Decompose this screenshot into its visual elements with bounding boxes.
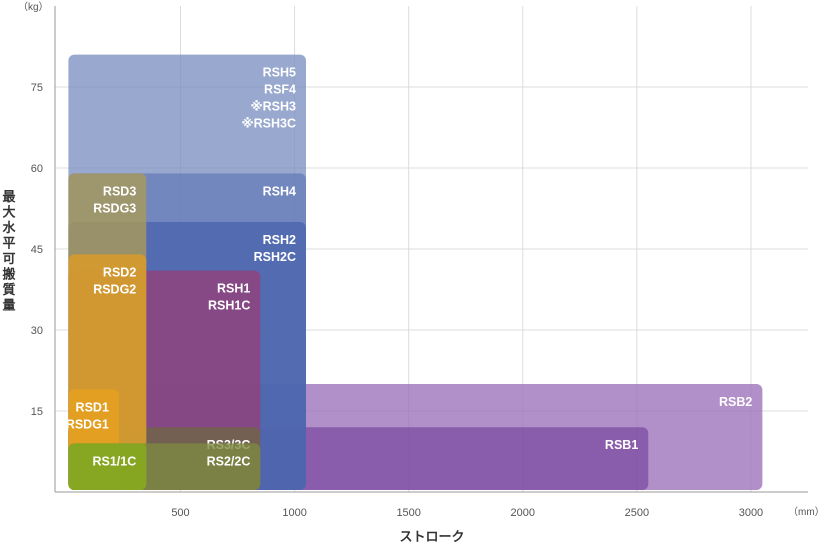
y-tick-label: 75 [31, 82, 43, 94]
region-label: RSD3 [103, 184, 136, 198]
region-label: RSDG2 [93, 282, 136, 296]
region-label: RSDG1 [66, 417, 109, 431]
region-label: RSB1 [605, 438, 638, 452]
y-tick-label: 45 [31, 244, 43, 256]
region-label: RS1/1C [92, 454, 136, 468]
region-label: RSH1 [217, 282, 250, 296]
y-axis-title-char: 可 [2, 252, 15, 267]
y-axis-title-char: 大 [2, 204, 15, 220]
region-label: RSH2 [263, 233, 296, 247]
region-label: RSDG3 [93, 201, 136, 215]
x-unit-label: （mm） [788, 506, 825, 518]
region-label: RSH4 [263, 184, 296, 198]
y-axis-title-char: 搬 [2, 266, 15, 282]
y-axis-title-char: 平 [2, 236, 15, 251]
y-axis-title-char: 最 [2, 190, 16, 205]
y-tick-label: 15 [31, 406, 43, 418]
y-axis-title-char: 水 [2, 220, 16, 236]
region-label: RSH5 [263, 66, 296, 80]
x-tick-label: 2000 [511, 507, 535, 519]
y-axis-title-char: 量 [2, 298, 15, 313]
x-tick-label: 3000 [739, 507, 763, 519]
y-tick-label: 60 [31, 163, 43, 175]
plot-regions: RSB2 RSB1 RSH5 RSF4 ※RSH3 ※RSH3C RSH4 RSH2 RSH2C… [66, 54, 763, 490]
y-unit-label: （kg） [18, 1, 49, 13]
x-tick-label: 500 [171, 507, 189, 519]
region-label: RSF4 [264, 83, 296, 97]
region-label: RSB2 [719, 395, 752, 409]
region-rs1-1c: RS1/1C [68, 443, 147, 490]
axes [54, 6, 808, 493]
region-label: RSH2C [254, 250, 296, 264]
region-label: RSD2 [103, 265, 136, 279]
x-axis-title: ストローク [399, 530, 464, 544]
y-axis-title-char: 質 [2, 282, 15, 298]
x-tick-label: 1000 [282, 507, 306, 519]
y-tick-label: 30 [31, 325, 43, 337]
region-label: RSH1C [208, 299, 250, 313]
region-label: ※RSH3C [241, 117, 296, 131]
region-label: ※RSH3 [251, 100, 297, 114]
region-box [68, 443, 147, 490]
region-label: RS2/2C [207, 454, 251, 468]
x-tick-label: 2500 [625, 507, 649, 519]
tick-labels: 500 1000 1500 2000 2500 3000 15 30 45 60 75 [31, 82, 763, 519]
region-label: RSD1 [76, 400, 109, 414]
x-tick-label: 1500 [396, 507, 420, 519]
